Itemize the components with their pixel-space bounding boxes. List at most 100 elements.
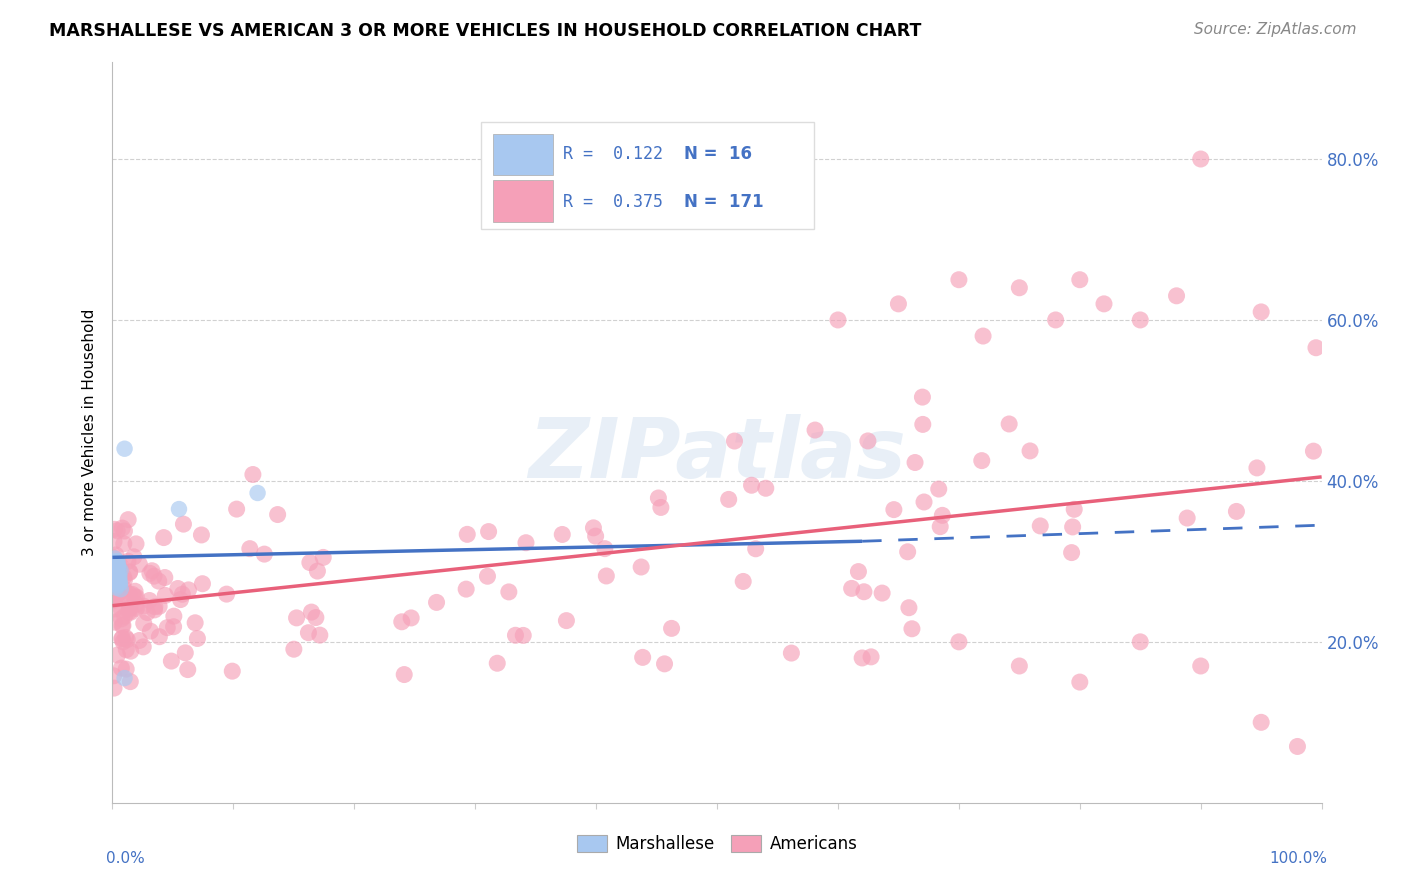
Point	[856, 434, 879, 448]
Point	[104, 560, 127, 574]
Point	[162, 620, 184, 634]
Point	[111, 632, 134, 646]
Point	[551, 527, 574, 541]
Point	[124, 584, 146, 599]
Point	[114, 524, 136, 538]
Point	[105, 566, 128, 581]
Point	[143, 569, 166, 583]
Point	[970, 453, 993, 467]
Point	[897, 545, 920, 559]
Point	[169, 592, 191, 607]
Point	[105, 558, 128, 573]
Point	[841, 582, 863, 596]
Point	[114, 671, 136, 685]
Point	[505, 628, 527, 642]
Point	[108, 589, 131, 603]
Point	[172, 587, 194, 601]
Point	[456, 527, 478, 541]
Point	[110, 602, 132, 616]
Point	[143, 603, 166, 617]
Point	[1225, 504, 1247, 518]
Point	[1060, 546, 1083, 560]
Point	[174, 646, 197, 660]
Point	[114, 609, 136, 624]
Point	[104, 548, 127, 562]
Point	[118, 566, 141, 580]
Point	[118, 602, 141, 616]
Point	[107, 559, 129, 574]
Point	[107, 570, 129, 584]
Point	[107, 558, 129, 573]
Point	[585, 529, 607, 543]
Point	[104, 572, 127, 586]
Point	[107, 569, 129, 583]
Text: Source: ZipAtlas.com: Source: ZipAtlas.com	[1194, 22, 1357, 37]
Point	[115, 642, 138, 657]
Point	[156, 621, 179, 635]
Point	[1305, 341, 1327, 355]
Point	[870, 586, 893, 600]
Point	[1019, 444, 1042, 458]
Point	[105, 554, 128, 568]
Point	[1250, 305, 1272, 319]
Point	[104, 562, 127, 576]
Point	[148, 599, 170, 614]
Point	[128, 558, 150, 572]
Point	[1246, 461, 1268, 475]
Point	[108, 571, 131, 585]
Point	[107, 569, 129, 583]
Point	[190, 528, 212, 542]
Point	[107, 566, 129, 581]
Point	[177, 582, 200, 597]
Point	[897, 600, 920, 615]
Point	[103, 550, 125, 565]
Point	[1045, 313, 1067, 327]
Point	[108, 577, 131, 591]
Point	[125, 601, 148, 615]
Point	[114, 631, 136, 645]
Point	[928, 482, 950, 496]
Text: N =  16: N = 16	[685, 145, 752, 162]
Point	[1069, 273, 1091, 287]
Point	[104, 566, 127, 581]
Point	[555, 614, 578, 628]
Point	[582, 521, 605, 535]
Point	[108, 569, 131, 583]
Point	[125, 597, 148, 611]
Point	[103, 557, 125, 571]
Text: R =  0.122: R = 0.122	[564, 145, 664, 162]
Point	[399, 611, 422, 625]
Point	[630, 560, 652, 574]
Point	[184, 615, 207, 630]
Point	[253, 547, 276, 561]
Point	[105, 591, 128, 605]
Point	[138, 593, 160, 607]
Point	[117, 513, 139, 527]
Point	[1302, 444, 1324, 458]
Point	[911, 417, 934, 432]
Legend: Marshallese, Americans: Marshallese, Americans	[568, 826, 866, 861]
Point	[107, 561, 129, 575]
Point	[860, 649, 883, 664]
Point	[1129, 313, 1152, 327]
Point	[125, 537, 148, 551]
Point	[283, 642, 305, 657]
Point	[117, 554, 139, 568]
Point	[104, 565, 127, 579]
Point	[148, 574, 170, 588]
Point	[998, 417, 1021, 431]
Point	[103, 602, 125, 616]
Point	[110, 661, 132, 675]
Point	[647, 491, 669, 505]
Point	[112, 537, 135, 551]
Point	[121, 587, 143, 601]
Point	[312, 550, 335, 565]
Point	[112, 582, 135, 596]
Point	[1063, 502, 1085, 516]
Point	[110, 612, 132, 626]
Point	[132, 616, 155, 631]
Point	[827, 313, 849, 327]
Point	[733, 574, 755, 589]
Point	[122, 549, 145, 564]
Point	[1286, 739, 1309, 754]
